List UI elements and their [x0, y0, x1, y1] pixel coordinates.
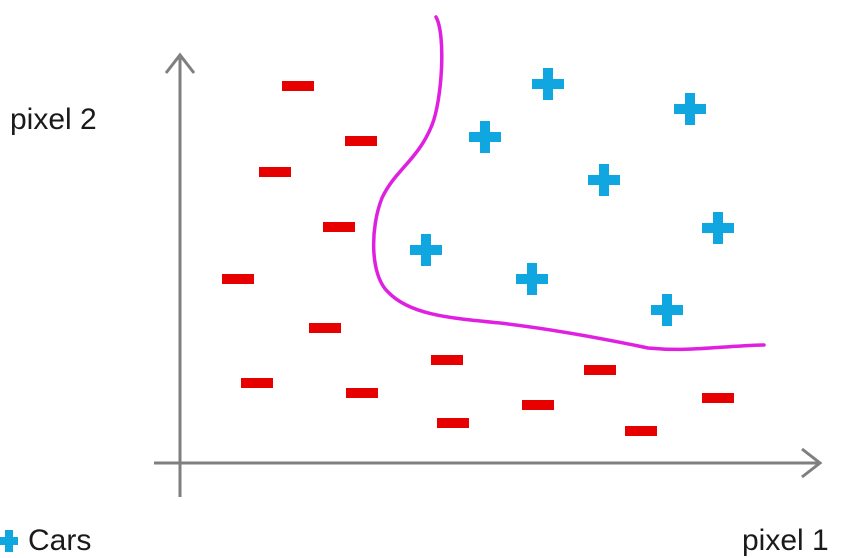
minus-icon	[259, 167, 291, 177]
minus-icon	[282, 81, 314, 91]
minus-icon	[625, 426, 657, 436]
minus-icon	[346, 388, 378, 398]
plus-icon	[516, 263, 548, 295]
plus-icon	[674, 93, 706, 125]
minus-icon	[323, 222, 355, 232]
plus-icon	[469, 121, 501, 153]
markers	[222, 68, 734, 436]
minus-icon	[241, 378, 273, 388]
minus-icon	[584, 365, 616, 375]
minus-icon	[702, 393, 734, 403]
axes	[154, 52, 823, 497]
x-axis-label: pixel 1	[742, 524, 829, 557]
x-axis-arrowhead	[801, 447, 823, 479]
minus-icon	[437, 418, 469, 428]
minus-icon	[345, 136, 377, 146]
minus-icon	[309, 323, 341, 333]
legend-plus-icon	[0, 530, 18, 552]
y-axis-arrowhead	[164, 52, 196, 74]
plus-icon	[532, 68, 564, 100]
plus-icon	[651, 294, 683, 326]
legend: Cars	[0, 524, 91, 558]
minus-icon	[431, 355, 463, 365]
legend-label-cars: Cars	[28, 524, 92, 557]
plus-icon	[702, 212, 734, 244]
minus-icon	[522, 400, 554, 410]
decision-boundary	[371, 15, 766, 352]
plus-icon	[410, 234, 442, 266]
minus-icon	[222, 274, 254, 284]
y-axis-label: pixel 2	[10, 103, 97, 136]
plus-icon	[588, 164, 620, 196]
